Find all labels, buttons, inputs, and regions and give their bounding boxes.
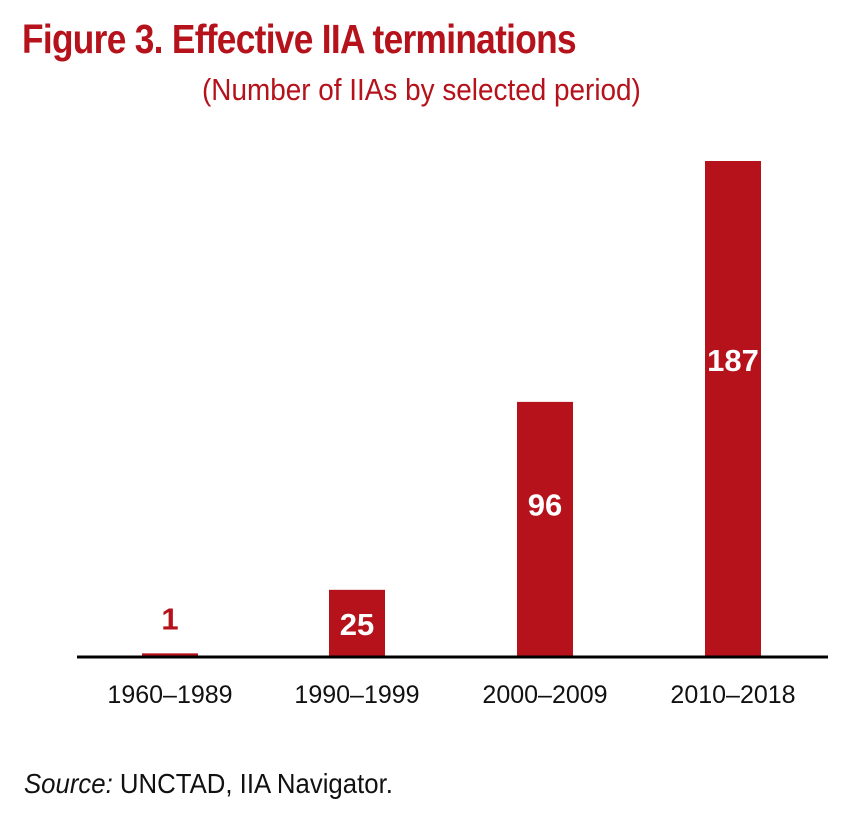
data-label: 187 [707, 343, 759, 378]
x-tick-label: 2000–2009 [482, 681, 607, 709]
bar-1990–1999 [329, 589, 385, 656]
bar-chart: 1 1960–1989 25 1990–1999 96 2000–2009 187 2010–… [77, 161, 828, 709]
data-label: 96 [528, 488, 562, 523]
source-note: Source: UNCTAD, IIA Navigator. [24, 768, 393, 800]
bar-2000–2009 [517, 401, 573, 656]
data-label: 1 [161, 601, 178, 636]
bar-2010–2018 [705, 161, 761, 656]
data-label: 25 [340, 607, 374, 642]
x-tick-label: 1960–1989 [107, 681, 232, 709]
source-label: Source: [24, 768, 113, 799]
bar-1960–1989 [142, 653, 198, 656]
x-tick-label: 1990–1999 [294, 681, 419, 709]
source-text: UNCTAD, IIA Navigator. [112, 768, 393, 799]
chart-subtitle: (Number of IIAs by selected period) [202, 72, 641, 107]
chart-title: Figure 3. Effective IIA terminations [22, 16, 577, 62]
x-tick-label: 2010–2018 [670, 681, 795, 709]
